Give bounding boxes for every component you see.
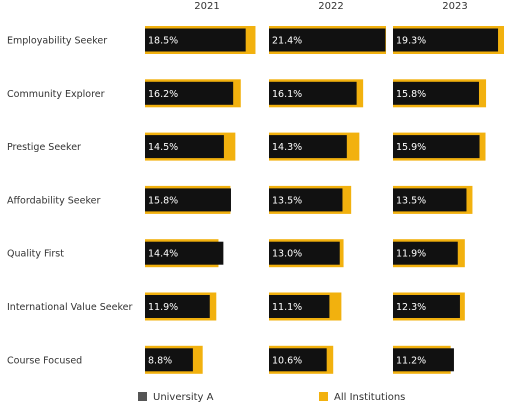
bar-university-a-quality-first-2021 <box>145 241 224 265</box>
bar-university-a-affordability-seeker-2023 <box>393 188 467 212</box>
value-label-community-explorer-2022: 16.1% <box>272 89 302 100</box>
category-label-course-focused: Course Focused <box>7 355 82 366</box>
year-header-2023: 2023 <box>442 1 467 12</box>
value-label-community-explorer-2021: 16.2% <box>148 89 178 100</box>
bar-university-a-international-value-seeker-2021 <box>145 295 210 318</box>
value-label-affordability-seeker-2023: 13.5% <box>396 195 426 206</box>
bar-university-a-employability-seeker-2023 <box>393 28 499 52</box>
bar-university-a-community-explorer-2022 <box>269 81 357 105</box>
year-header-2021: 2021 <box>194 1 219 12</box>
legend-swatch-all-institutions <box>319 392 328 401</box>
legend-university-a: University A <box>138 392 213 404</box>
legend-swatch-university-a <box>138 392 147 401</box>
category-label-quality-first: Quality First <box>7 249 64 260</box>
legend-label-all-institutions: All Institutions <box>334 392 406 403</box>
bar-university-a-international-value-seeker-2023 <box>393 295 460 318</box>
value-label-affordability-seeker-2021: 15.8% <box>148 195 178 206</box>
bar-university-a-international-value-seeker-2022 <box>269 295 330 318</box>
bar-university-a-prestige-seeker-2021 <box>145 135 224 159</box>
bar-university-a-community-explorer-2021 <box>145 81 234 105</box>
value-label-employability-seeker-2022: 21.4% <box>272 36 302 47</box>
category-label-prestige-seeker: Prestige Seeker <box>7 142 81 153</box>
bar-university-a-quality-first-2022 <box>269 241 340 265</box>
bar-university-a-employability-seeker-2021 <box>145 28 246 52</box>
value-label-prestige-seeker-2021: 14.5% <box>148 142 178 153</box>
value-label-prestige-seeker-2023: 15.9% <box>396 142 426 153</box>
value-label-quality-first-2022: 13.0% <box>272 249 302 260</box>
value-label-employability-seeker-2021: 18.5% <box>148 36 178 47</box>
value-label-course-focused-2021: 8.8% <box>148 355 172 366</box>
value-label-international-value-seeker-2021: 11.9% <box>148 302 178 313</box>
value-label-international-value-seeker-2022: 11.1% <box>272 302 302 313</box>
category-label-affordability-seeker: Affordability Seeker <box>7 195 100 206</box>
value-label-quality-first-2021: 14.4% <box>148 249 178 260</box>
value-label-employability-seeker-2023: 19.3% <box>396 36 426 47</box>
value-label-course-focused-2023: 11.2% <box>396 355 426 366</box>
value-label-affordability-seeker-2022: 13.5% <box>272 195 302 206</box>
value-label-quality-first-2023: 11.9% <box>396 249 426 260</box>
bar-university-a-employability-seeker-2022 <box>269 28 386 52</box>
bar-university-a-quality-first-2023 <box>393 241 458 265</box>
category-label-employability-seeker: Employability Seeker <box>7 36 107 47</box>
bar-university-a-course-focused-2022 <box>269 348 327 372</box>
legend-label-university-a: University A <box>153 392 214 403</box>
category-label-community-explorer: Community Explorer <box>7 89 105 100</box>
year-header-2022: 2022 <box>318 1 343 12</box>
value-label-prestige-seeker-2022: 14.3% <box>272 142 302 153</box>
bar-university-a-prestige-seeker-2023 <box>393 135 480 159</box>
bar-university-a-affordability-seeker-2021 <box>145 188 231 212</box>
category-label-international-value-seeker: International Value Seeker <box>7 302 132 313</box>
value-label-community-explorer-2023: 15.8% <box>396 89 426 100</box>
legend-all-institutions: All Institutions <box>319 392 405 404</box>
bar-university-a-prestige-seeker-2022 <box>269 135 347 159</box>
value-label-course-focused-2022: 10.6% <box>272 355 302 366</box>
bar-university-a-course-focused-2021 <box>145 348 193 372</box>
bar-university-a-community-explorer-2023 <box>393 81 479 105</box>
bar-university-a-affordability-seeker-2022 <box>269 188 343 212</box>
bar-university-a-course-focused-2023 <box>393 348 454 372</box>
value-label-international-value-seeker-2023: 12.3% <box>396 302 426 313</box>
